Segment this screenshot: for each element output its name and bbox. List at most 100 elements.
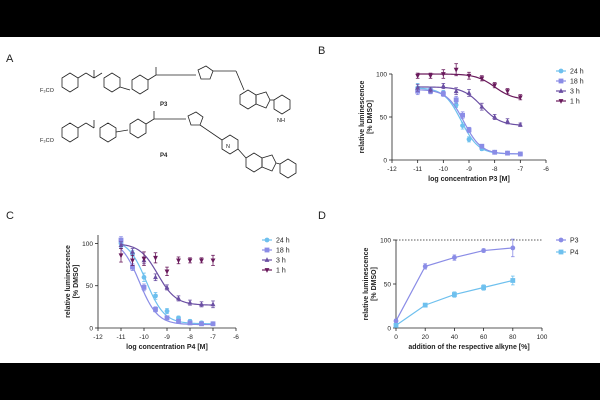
data-point bbox=[466, 73, 472, 79]
data-point bbox=[422, 264, 428, 269]
data-point bbox=[176, 295, 181, 301]
data-point bbox=[558, 68, 564, 74]
data-point bbox=[199, 321, 204, 327]
y-tick-label: 50 bbox=[380, 114, 388, 121]
legend-label: 24 h bbox=[570, 68, 584, 75]
legend-label: 18 h bbox=[570, 78, 584, 85]
data-point bbox=[510, 278, 516, 283]
data-point bbox=[428, 73, 433, 79]
fit-curve bbox=[120, 248, 213, 326]
data-point bbox=[466, 90, 472, 95]
legend-label: 18 h bbox=[276, 247, 290, 254]
p4-bond bbox=[145, 118, 155, 125]
compound-label-p3: P3 bbox=[160, 102, 168, 108]
x-axis-title: log concentration P3 [M] bbox=[428, 176, 510, 183]
data-point bbox=[517, 95, 523, 101]
data-point bbox=[460, 123, 465, 128]
x-tick-label: -9 bbox=[466, 166, 472, 173]
x-tick-label: 100 bbox=[537, 334, 548, 341]
p3-bond bbox=[119, 86, 131, 91]
p4-bond bbox=[85, 122, 95, 129]
data-point bbox=[440, 91, 446, 97]
y-tick-label: 0 bbox=[387, 325, 391, 332]
p4-glutarimide bbox=[279, 158, 297, 179]
data-point bbox=[164, 308, 170, 314]
y-tick-label: 100 bbox=[376, 71, 387, 78]
data-point bbox=[422, 302, 428, 308]
legend-label: 3 h bbox=[570, 88, 580, 95]
data-point bbox=[176, 258, 181, 264]
data-point bbox=[130, 249, 135, 254]
data-point bbox=[393, 318, 399, 324]
series-18-h: 18 h bbox=[118, 236, 290, 327]
data-point bbox=[505, 150, 510, 156]
p3-bond bbox=[77, 72, 87, 79]
p4-cf3o-label: F₃CO bbox=[40, 138, 55, 144]
data-point bbox=[187, 320, 193, 326]
p4-phthalimide-5ring bbox=[261, 154, 277, 172]
x-tick-label: 60 bbox=[480, 334, 488, 341]
x-tick-label: -11 bbox=[413, 166, 422, 173]
x-tick-label: -9 bbox=[164, 334, 170, 341]
x-tick-label: -6 bbox=[543, 166, 549, 173]
p4-chain bbox=[199, 124, 223, 141]
series-p4: P4 bbox=[393, 249, 579, 328]
panel-label-c: C bbox=[6, 210, 14, 222]
data-point bbox=[505, 118, 510, 124]
data-point bbox=[558, 88, 564, 93]
p3-bond bbox=[147, 74, 157, 81]
p3-bond bbox=[93, 72, 103, 79]
x-tick-label: -7 bbox=[210, 334, 216, 341]
p4-bond bbox=[115, 129, 129, 133]
p3-benzene-left bbox=[61, 72, 79, 93]
data-point bbox=[210, 258, 216, 264]
chart-panel-c: -12 -11 -10 -9 -8 -7 -6 0 50 100 log concentration… bbox=[65, 235, 290, 351]
data-point bbox=[130, 264, 135, 270]
y-tick-label: 100 bbox=[82, 241, 93, 248]
data-point bbox=[453, 88, 459, 94]
y-axis-title: relative luminescence bbox=[359, 81, 366, 154]
legend-label: P4 bbox=[570, 249, 579, 256]
legend-label: 24 h bbox=[276, 237, 290, 244]
y-tick-label: 0 bbox=[89, 325, 93, 332]
x-tick-label: -6 bbox=[233, 334, 239, 341]
y-tick-label: 50 bbox=[384, 281, 392, 288]
data-point bbox=[187, 258, 193, 264]
data-point bbox=[440, 72, 446, 77]
p4-benzene-mid bbox=[129, 118, 147, 139]
data-point bbox=[460, 112, 465, 118]
x-tick-label: 0 bbox=[394, 334, 398, 341]
data-point bbox=[492, 149, 498, 155]
data-point bbox=[479, 76, 485, 82]
data-point bbox=[199, 301, 204, 307]
structure-p4 bbox=[61, 111, 297, 179]
data-point bbox=[453, 67, 459, 73]
data-point bbox=[153, 255, 158, 261]
data-point bbox=[164, 315, 170, 321]
data-point bbox=[481, 248, 486, 253]
data-point bbox=[153, 293, 158, 299]
data-point bbox=[153, 274, 158, 280]
p3-nh-label: NH bbox=[277, 118, 285, 124]
chart-panel-b: -12 -11 -10 -9 -8 -7 -6 0 50 100 log concentration… bbox=[359, 63, 584, 183]
p3-phthalimide-5ring bbox=[255, 91, 271, 109]
panel-label-b: B bbox=[318, 45, 325, 57]
x-tick-label: -10 bbox=[439, 166, 449, 173]
p3-benzene-mid bbox=[131, 74, 149, 95]
x-tick-label: -12 bbox=[387, 166, 397, 173]
data-point bbox=[164, 284, 170, 290]
x-tick-label: 20 bbox=[422, 334, 430, 341]
data-point bbox=[440, 83, 446, 88]
data-point bbox=[199, 258, 204, 264]
series-p3: P3 bbox=[393, 237, 579, 324]
data-point bbox=[264, 257, 270, 262]
data-point bbox=[187, 299, 193, 305]
data-point bbox=[492, 114, 498, 119]
series-1-h: 1 h bbox=[415, 63, 580, 105]
series-18-h: 18 h bbox=[415, 78, 584, 157]
data-point bbox=[415, 84, 421, 90]
x-tick-label: -8 bbox=[187, 334, 193, 341]
x-tick-label: 80 bbox=[509, 334, 517, 341]
p4-triazole bbox=[187, 111, 204, 126]
p4-bond bbox=[77, 122, 87, 129]
